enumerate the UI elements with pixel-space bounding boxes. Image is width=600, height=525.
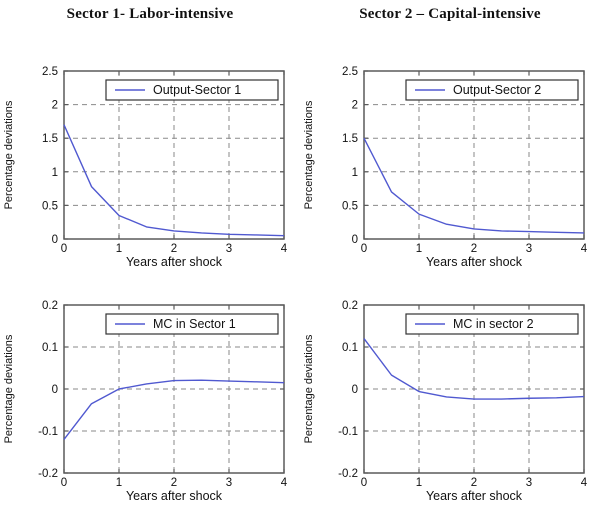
sector2-header: Sector 2 – Capital-intensive xyxy=(359,6,541,22)
data-line xyxy=(363,338,585,400)
legend: MC in Sector 1 xyxy=(105,313,279,335)
x-tick-label: 2 xyxy=(171,243,177,255)
x-tick-label: 1 xyxy=(416,477,422,489)
y-axis-label: Percentage deviations xyxy=(303,334,315,443)
y-tick-label: 0 xyxy=(352,234,358,246)
plot-svg: 0 1 2 3 4 -0.2 -0.1 0 0.1 0.2 Years after shock Per… xyxy=(3,300,288,503)
y-tick-label: 2.5 xyxy=(42,66,58,78)
x-tick-label: 2 xyxy=(171,477,177,489)
y-tick-label: 1.5 xyxy=(342,133,358,145)
legend-label: MC in sector 2 xyxy=(453,317,534,331)
y-tick-label: 1 xyxy=(352,167,358,179)
x-tick-label: 4 xyxy=(281,477,288,489)
x-tick-label: 4 xyxy=(281,243,288,255)
x-tick-label: 0 xyxy=(361,243,367,255)
x-tick-label: 0 xyxy=(61,477,67,489)
x-axis-label: Years after shock xyxy=(126,255,223,269)
legend: Output-Sector 1 xyxy=(105,79,279,101)
y-axis-label: Percentage deviations xyxy=(3,100,15,209)
plot-svg: 0 1 2 3 4 0 0.5 1 1.5 2 2.5 Years after shock Percen… xyxy=(303,66,588,269)
x-tick-label: 1 xyxy=(416,243,422,255)
data-line xyxy=(63,379,285,440)
legend-label: MC in Sector 1 xyxy=(153,317,236,331)
chart-mc-sector-2: 0 1 2 3 4 -0.2 -0.1 0 0.1 0.2 Years after shock Per… xyxy=(300,288,600,525)
y-tick-label: 2.5 xyxy=(342,66,358,78)
y-tick-label: 0 xyxy=(352,384,358,396)
sector1-header: Sector 1- Labor-intensive xyxy=(66,6,234,22)
y-tick-label: 1 xyxy=(52,167,58,179)
y-tick-label: 0 xyxy=(52,384,58,396)
legend-label: Output-Sector 2 xyxy=(453,83,541,97)
legend: MC in sector 2 xyxy=(405,313,579,335)
x-tick-label: 3 xyxy=(226,243,232,255)
chart-output-sector-1: 0 1 2 3 4 0 0.5 1 1.5 2 2.5 Years after shock Percen… xyxy=(0,54,300,288)
x-tick-label: 3 xyxy=(526,243,532,255)
x-tick-label: 0 xyxy=(61,243,67,255)
y-tick-label: -0.2 xyxy=(338,468,358,480)
y-tick-label: -0.1 xyxy=(38,426,58,438)
x-axis-label: Years after shock xyxy=(426,489,523,503)
y-tick-label: -0.1 xyxy=(338,426,358,438)
x-tick-label: 1 xyxy=(116,243,122,255)
legend-box xyxy=(405,313,579,335)
y-tick-label: 2 xyxy=(52,100,58,112)
x-tick-label: 1 xyxy=(116,477,122,489)
x-axis-label: Years after shock xyxy=(426,255,523,269)
x-tick-label: 4 xyxy=(581,477,588,489)
x-tick-label: 3 xyxy=(226,477,232,489)
x-tick-label: 2 xyxy=(471,477,477,489)
chart-mc-sector-1: 0 1 2 3 4 -0.2 -0.1 0 0.1 0.2 Years after shock Per… xyxy=(0,288,300,525)
y-axis-label: Percentage deviations xyxy=(303,100,315,209)
legend-box xyxy=(405,79,579,101)
y-tick-label: 0.2 xyxy=(342,300,358,312)
data-line xyxy=(63,124,285,237)
y-tick-label: 0 xyxy=(52,234,58,246)
x-tick-label: 3 xyxy=(526,477,532,489)
x-tick-label: 0 xyxy=(361,477,367,489)
y-tick-label: 0.5 xyxy=(42,200,58,212)
plot-svg: 0 1 2 3 4 0 0.5 1 1.5 2 2.5 Years after shock Percen… xyxy=(3,66,288,269)
y-tick-label: 0.1 xyxy=(342,342,358,354)
y-axis-label: Percentage deviations xyxy=(3,334,15,443)
y-tick-label: -0.2 xyxy=(38,468,58,480)
plot-svg: 0 1 2 3 4 -0.2 -0.1 0 0.1 0.2 Years after shock Per… xyxy=(303,300,588,503)
y-tick-label: 1.5 xyxy=(42,133,58,145)
x-tick-label: 4 xyxy=(581,243,588,255)
x-axis-label: Years after shock xyxy=(126,489,223,503)
y-tick-label: 0.1 xyxy=(42,342,58,354)
chart-output-sector-2: 0 1 2 3 4 0 0.5 1 1.5 2 2.5 Years after shock Percen… xyxy=(300,54,600,288)
legend-box xyxy=(105,313,279,335)
column-headers: Sector 1- Labor-intensive Sector 2 – Cap… xyxy=(0,6,600,30)
y-tick-label: 2 xyxy=(352,100,358,112)
data-line xyxy=(363,137,585,234)
x-tick-label: 2 xyxy=(471,243,477,255)
y-tick-label: 0.2 xyxy=(42,300,58,312)
y-tick-label: 0.5 xyxy=(342,200,358,212)
legend-box xyxy=(105,79,279,101)
legend-label: Output-Sector 1 xyxy=(153,83,241,97)
legend: Output-Sector 2 xyxy=(405,79,579,101)
